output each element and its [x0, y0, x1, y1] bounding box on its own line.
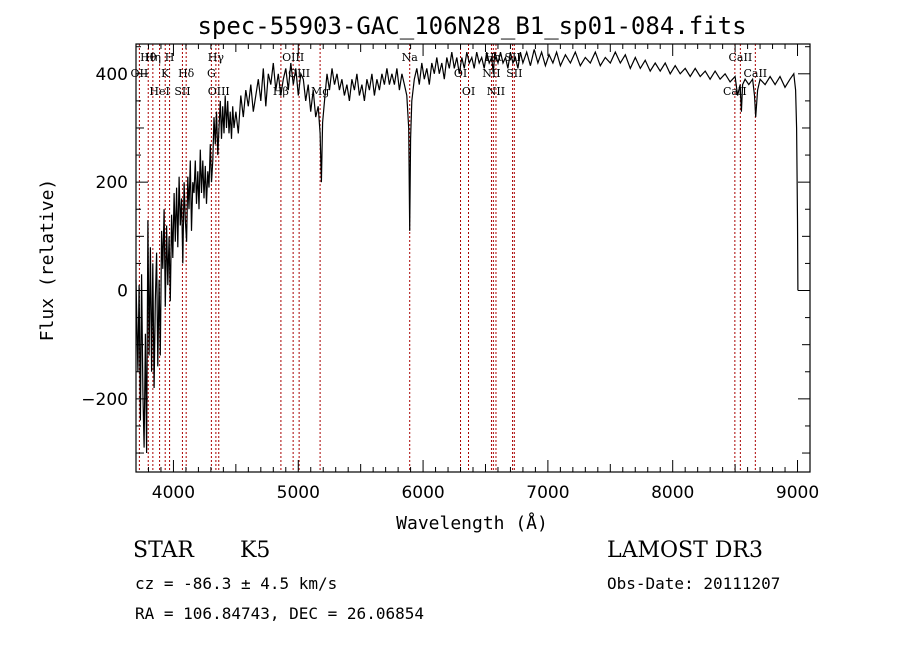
spectral-line-label: OI: [454, 67, 467, 80]
spectral-line-label: Hη: [145, 51, 161, 64]
spectral-line-label: SII: [506, 67, 522, 80]
x-axis-label: Wavelength (Å): [396, 512, 548, 534]
spectral-line-label: SII: [174, 85, 190, 98]
spectral-line-markers: [138, 44, 756, 472]
spectral-line-label: Hδ: [178, 67, 195, 80]
chart-title: spec-55903-GAC_106N28_B1_sp01-084.fits: [197, 12, 746, 40]
object-subclass: K5: [240, 538, 271, 563]
spectral-line-labels: HθOIIHeIHηKSIIHHδOIIIHγGHβOIIIOIIIMgNaOI…: [131, 51, 768, 98]
y-tick-label: −200: [81, 390, 128, 410]
x-tick-label: 4000: [152, 483, 195, 503]
spectral-line-label: K: [161, 67, 170, 80]
spectral-line-label: CaII: [723, 85, 747, 98]
spectral-line-label: CaII: [743, 67, 767, 80]
spectral-line-label: NII: [487, 85, 505, 98]
redshift-velocity: cz = -86.3 ± 4.5 km/s: [135, 574, 338, 593]
spectral-line-label: OI: [462, 85, 475, 98]
flux-series-line: [135, 49, 799, 454]
survey-name: LAMOST DR3: [607, 538, 763, 563]
spectral-line-label: OIII: [208, 85, 230, 98]
spectral-line-label: NII: [482, 67, 500, 80]
y-tick-label: 0: [117, 282, 128, 302]
x-tick-label: 8000: [651, 483, 694, 503]
observation-date: Obs-Date: 20111207: [607, 574, 781, 593]
x-tick-label: 7000: [526, 483, 569, 503]
x-tick-label: 5000: [277, 483, 320, 503]
x-axis-ticks: 4000 5000 6000 7000 8000 9000: [135, 44, 819, 503]
x-tick-label: 6000: [401, 483, 444, 503]
y-tick-label: 200: [96, 173, 128, 193]
spectral-line-label: Hγ: [208, 51, 225, 64]
spectral-line-label: HeI: [149, 85, 169, 98]
spectral-line-label: OIII: [288, 67, 310, 80]
y-tick-label: 400: [96, 65, 128, 85]
y-axis-label: Flux (relative): [37, 179, 58, 342]
spectral-line-label: OIII: [282, 51, 304, 64]
object-class: STAR: [133, 538, 194, 563]
spectral-line-label: Hθ: [140, 51, 157, 64]
spectral-line-label: CaII: [729, 51, 753, 64]
y-axis-ticks: −200 0 200 400: [81, 46, 810, 454]
coordinates: RA = 106.84743, DEC = 26.06854: [135, 604, 424, 623]
spectral-line-label: Na: [402, 51, 419, 64]
plot-frame: [135, 43, 811, 473]
spectral-line-label: H: [165, 51, 175, 64]
spectral-line-label: G: [207, 67, 216, 80]
x-tick-label: 9000: [776, 483, 819, 503]
